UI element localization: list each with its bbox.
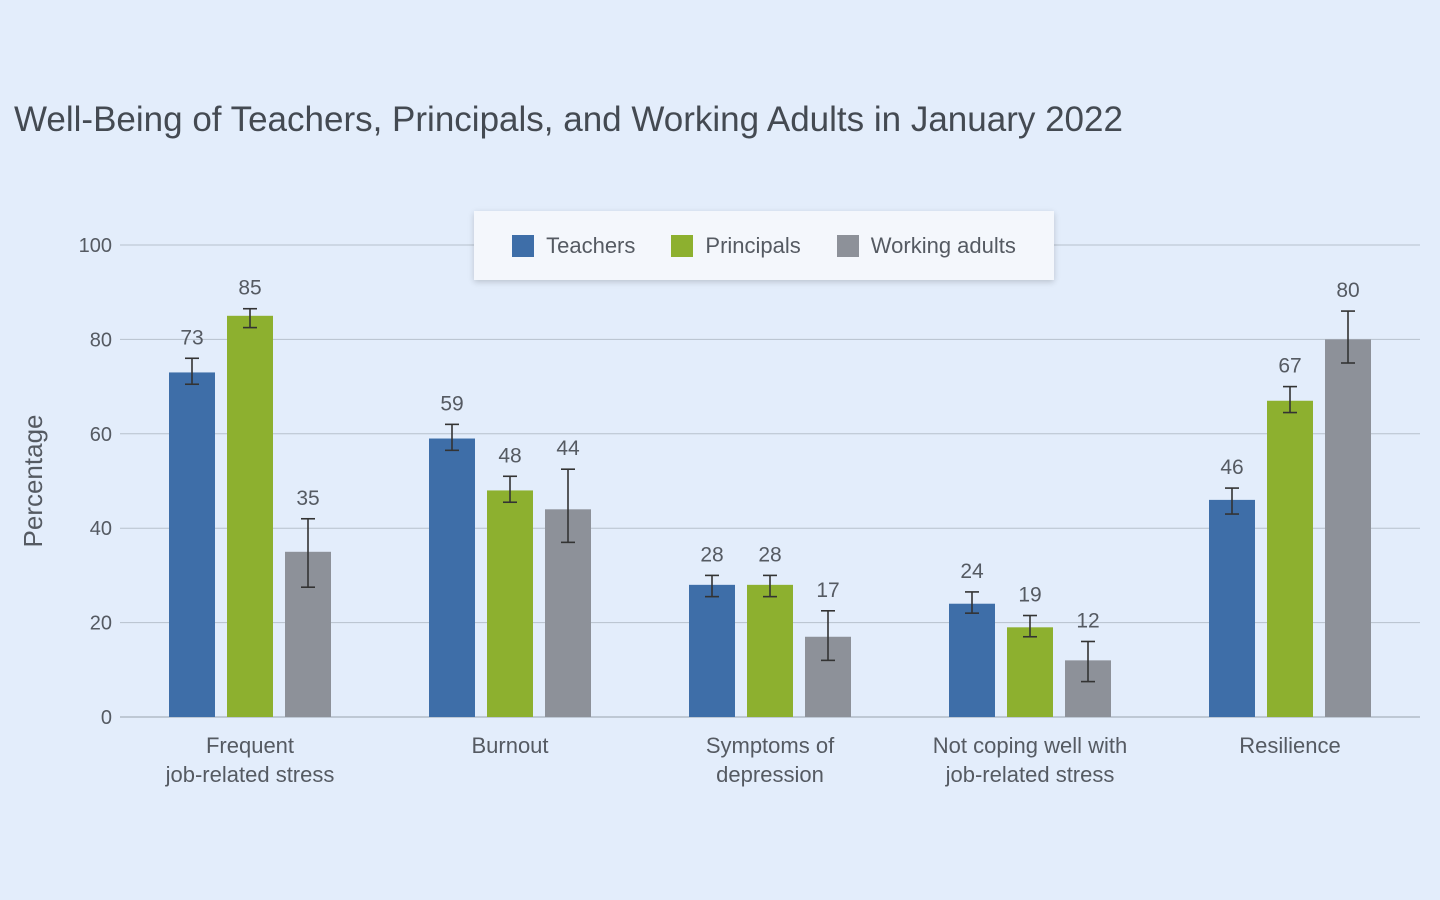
x-tick-label: Symptoms of [706, 733, 835, 758]
x-tick-label: job-related stress [165, 762, 335, 787]
data-label: 80 [1336, 279, 1359, 302]
bar-working-adults [545, 509, 591, 717]
data-label: 59 [440, 392, 463, 415]
chart-title: Well-Being of Teachers, Principals, and … [14, 100, 1123, 139]
bar-principals [1267, 400, 1313, 717]
y-tick-label: 20 [90, 613, 112, 635]
legend: Teachers Principals Working adults [474, 211, 1054, 280]
bar-teachers [429, 438, 475, 717]
legend-label: Principals [705, 232, 801, 258]
x-tick-label: depression [716, 762, 824, 787]
legend-item: Working adults [836, 232, 1016, 259]
bar-teachers [949, 603, 995, 717]
bar-principals [1007, 627, 1053, 717]
bar-principals [487, 490, 533, 717]
data-label: 73 [180, 326, 203, 349]
data-label: 67 [1278, 355, 1301, 378]
bar-principals [227, 315, 273, 717]
legend-swatch [671, 234, 694, 257]
data-label: 46 [1220, 456, 1243, 479]
data-label: 19 [1018, 584, 1041, 607]
bar-teachers [169, 372, 215, 717]
legend-item: Teachers [512, 233, 635, 259]
y-tick-label: 60 [90, 424, 112, 446]
legend-item: Principals [671, 232, 801, 259]
data-label: 24 [960, 560, 984, 583]
bar-principals [747, 584, 793, 717]
y-axis-label: Percentage [18, 415, 48, 548]
bar-working-adults [1325, 339, 1371, 717]
y-tick-label: 80 [90, 329, 112, 351]
bar-teachers [1209, 499, 1255, 717]
x-tick-label: Resilience [1239, 733, 1341, 758]
legend-label: Working adults [870, 232, 1016, 258]
legend-swatch [836, 234, 859, 257]
x-tick-label: Frequent [206, 733, 294, 758]
legend-label: Teachers [546, 232, 636, 258]
data-label: 28 [700, 543, 723, 566]
legend-swatch [512, 234, 535, 257]
x-tick-label: Not coping well with [933, 733, 1127, 758]
data-label: 48 [498, 444, 521, 467]
data-label: 28 [758, 543, 781, 566]
data-label: 12 [1076, 609, 1099, 632]
y-tick-label: 40 [90, 518, 112, 540]
y-tick-label: 0 [101, 707, 112, 729]
x-tick-label: Burnout [471, 733, 548, 758]
data-label: 35 [296, 487, 319, 510]
bar-teachers [689, 584, 735, 717]
data-label: 85 [238, 277, 261, 300]
x-tick-label: job-related stress [945, 762, 1115, 787]
data-label: 17 [816, 579, 839, 602]
data-label: 44 [556, 437, 580, 460]
y-tick-label: 100 [79, 235, 112, 257]
